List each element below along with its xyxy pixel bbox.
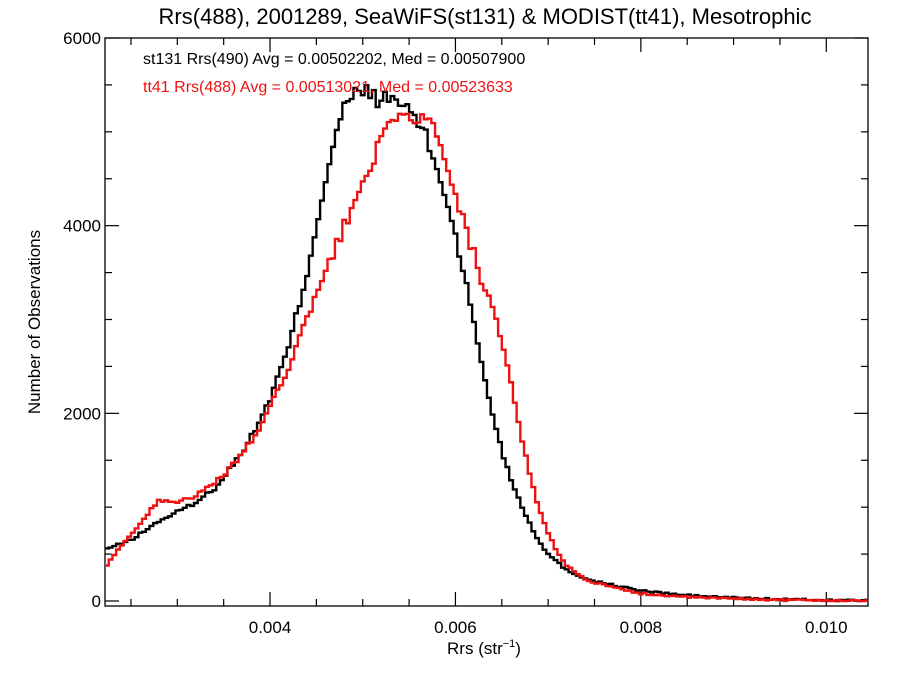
legend-entry-st131: st131 Rrs(490) Avg = 0.00502202, Med = 0…	[143, 51, 525, 68]
series-tt41-line	[105, 112, 868, 603]
x-tick-label: 0.010	[805, 618, 848, 637]
legend-entry-tt41: tt41 Rrs(488) Avg = 0.00513021, Med = 0.…	[143, 79, 513, 96]
plot-area: 0.004 0.006 0.008 0.010 0 2000 4000 6000	[63, 29, 869, 637]
legend: st131 Rrs(490) Avg = 0.00502202, Med = 0…	[143, 51, 525, 96]
x-axis-label-close: )	[515, 639, 521, 658]
y-tick-label: 2000	[63, 404, 101, 423]
tick-labels: 0.004 0.006 0.008 0.010 0 2000 4000 6000	[63, 29, 847, 637]
chart-title: Rrs(488), 2001289, SeaWiFS(st131) & MODI…	[159, 4, 812, 29]
x-axis-label: Rrs (str−1)	[447, 638, 521, 658]
x-axis-label-main: Rrs (str	[447, 639, 503, 658]
y-tick-label: 0	[92, 592, 101, 611]
y-axis-label: Number of Observations	[25, 230, 44, 414]
series-group	[105, 84, 868, 603]
x-tick-label: 0.004	[249, 618, 292, 637]
plot-frame	[104, 37, 869, 607]
y-tick-label: 6000	[63, 29, 101, 48]
x-tick-label: 0.006	[434, 618, 477, 637]
y-tick-label: 4000	[63, 217, 101, 236]
axis-ticks	[105, 37, 868, 606]
series-st131-line	[105, 84, 868, 603]
x-axis-label-superscript: −1	[503, 638, 516, 650]
x-tick-label: 0.008	[620, 618, 663, 637]
